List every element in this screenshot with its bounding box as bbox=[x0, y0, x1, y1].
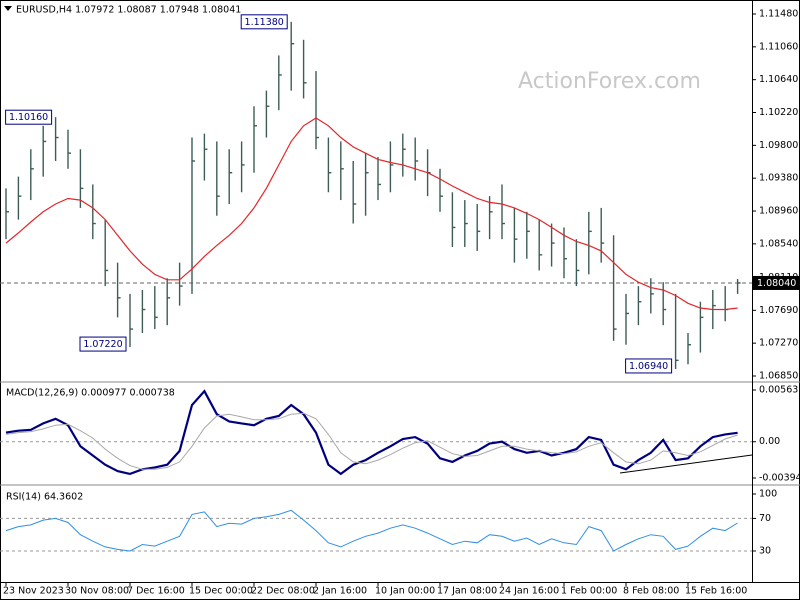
y-tick-label: 1.09380 bbox=[759, 173, 798, 184]
price-annotation-label: 1.07220 bbox=[83, 339, 122, 350]
x-tick-label: 15 Dec 00:00 bbox=[189, 586, 253, 597]
last-price-box bbox=[753, 275, 799, 290]
x-tick-label: 15 Feb 16:00 bbox=[685, 586, 747, 597]
y-tick-label: 1.08540 bbox=[759, 238, 798, 249]
symbol-icon bbox=[4, 6, 12, 11]
panel-title: EURUSD,H4 1.07972 1.08087 1.07948 1.0804… bbox=[16, 5, 241, 16]
x-tick-label: 30 Nov 08:00 bbox=[65, 586, 129, 597]
x-tick-label: 10 Jan 00:00 bbox=[375, 586, 435, 597]
y-tick-label: 1.08960 bbox=[759, 206, 798, 217]
price-annotation-label: 1.11380 bbox=[245, 17, 284, 28]
y-tick-label: 100 bbox=[759, 489, 777, 500]
indicator-line bbox=[5, 389, 738, 476]
panel-title: RSI(14) 64.3602 bbox=[6, 492, 83, 503]
moving-average bbox=[5, 117, 738, 311]
x-tick-label: 17 Jan 08:00 bbox=[437, 586, 497, 597]
price-annotation-label: 1.06940 bbox=[629, 361, 668, 372]
watermark: ActionForex.com bbox=[518, 69, 701, 94]
price-annotation-box bbox=[5, 109, 53, 125]
x-tick-label: 7 Dec 16:00 bbox=[127, 586, 185, 597]
indicator-line bbox=[5, 509, 738, 552]
y-tick-label: 1.07270 bbox=[759, 338, 798, 349]
x-tick-label: 24 Jan 16:00 bbox=[499, 586, 559, 597]
price-annotation-box bbox=[79, 336, 127, 352]
x-tick-label: 1 Feb 00:00 bbox=[561, 586, 617, 597]
y-tick-label: 1.11480 bbox=[759, 8, 798, 19]
panel-title: MACD(12,26,9) 0.000977 0.000738 bbox=[6, 388, 175, 399]
last-price-label: 1.08040 bbox=[757, 278, 796, 289]
y-tick-label: -0.003949 bbox=[759, 472, 800, 483]
x-tick-label: 22 Dec 08:00 bbox=[251, 586, 315, 597]
y-tick-label: 30 bbox=[759, 545, 771, 556]
y-tick-label: 1.10640 bbox=[759, 74, 798, 85]
y-tick-label: 0.00 bbox=[759, 436, 780, 447]
y-tick-label: 1.11060 bbox=[759, 41, 798, 52]
y-tick-label: 1.09800 bbox=[759, 140, 798, 151]
price-annotation-label: 1.10160 bbox=[9, 112, 48, 123]
y-tick-label: 0.005635 bbox=[759, 384, 800, 395]
price-annotation-box bbox=[625, 358, 673, 374]
indicator-line bbox=[5, 412, 738, 470]
price-annotation-box bbox=[240, 14, 288, 30]
y-tick-label: 1.10220 bbox=[759, 107, 798, 118]
y-tick-label: 1.06850 bbox=[759, 370, 798, 381]
trend-line bbox=[619, 454, 753, 474]
y-tick-label: 70 bbox=[759, 513, 771, 524]
y-tick-label: 1.07690 bbox=[759, 305, 798, 316]
x-tick-label: 23 Nov 2023 bbox=[3, 586, 64, 597]
x-tick-label: 2 Jan 16:00 bbox=[313, 586, 367, 597]
x-tick-label: 8 Feb 08:00 bbox=[623, 586, 679, 597]
